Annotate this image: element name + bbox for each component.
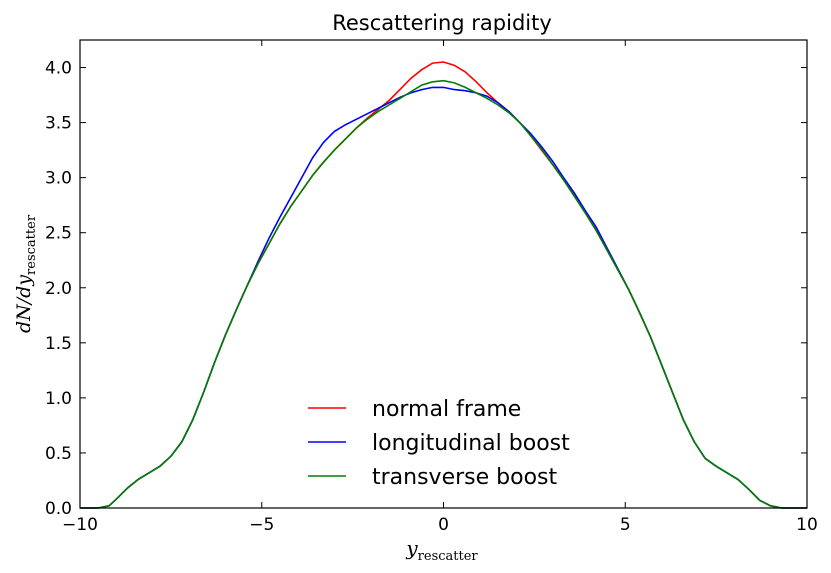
- legend-label: transverse boost: [372, 465, 557, 490]
- legend-label: normal frame: [372, 397, 521, 422]
- x-axis-label-sub: rescatter: [418, 549, 479, 564]
- legend: normal frame longitudinal boost transverse…: [308, 397, 570, 490]
- y-tick-label: 1.0: [45, 389, 72, 409]
- x-axis-label-main: y: [405, 536, 418, 560]
- y-tick-label: 2.0: [45, 279, 72, 299]
- y-tick-label: 3.0: [45, 169, 72, 189]
- x-tick-label: −5: [249, 515, 274, 535]
- series-line-transverse-boost: [80, 79, 807, 509]
- x-axis-label: yrescatter: [405, 536, 478, 564]
- x-tick-label: 10: [796, 515, 818, 535]
- x-tick-label: 0: [438, 515, 449, 535]
- x-tick-label: 5: [620, 515, 631, 535]
- y-axis-label-main: dN/dy: [13, 275, 35, 333]
- y-tick-label: 3.5: [45, 114, 72, 134]
- chart-title: Rescattering rapidity: [332, 11, 552, 35]
- y-tick-label: 0.0: [45, 499, 72, 519]
- plot-area: [80, 61, 807, 509]
- y-tick-label: 0.5: [45, 444, 72, 464]
- y-axis-ticks: 0.0 0.5 1.0 1.5 2.0 2.5 3.0 3.5 4.0: [45, 59, 807, 519]
- legend-label: longitudinal boost: [372, 431, 570, 456]
- y-tick-label: 1.5: [45, 334, 72, 354]
- y-axis-label: dN/dyrescatter: [13, 214, 39, 333]
- y-tick-label: 4.0: [45, 59, 72, 79]
- x-tick-label: −10: [62, 515, 98, 535]
- y-tick-label: 2.5: [45, 224, 72, 244]
- x-axis-ticks: −10 −5 0 5 10: [62, 40, 818, 535]
- y-axis-label-sub: rescatter: [24, 214, 39, 275]
